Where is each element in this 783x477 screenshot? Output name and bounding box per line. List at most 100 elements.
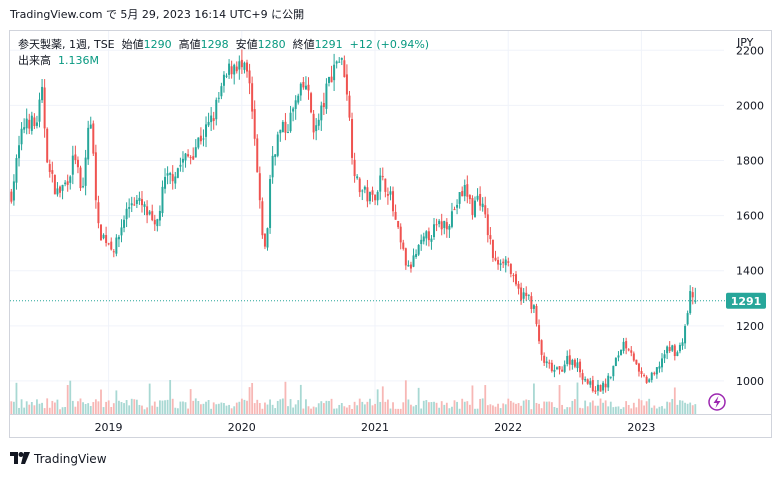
candle-body <box>251 83 254 112</box>
volume-bar <box>392 402 394 414</box>
volume-bar <box>609 401 612 414</box>
candle-body <box>348 95 351 118</box>
candle-body <box>220 86 223 97</box>
candle-body <box>51 170 54 174</box>
candle-body <box>225 75 228 77</box>
volume-bar <box>648 398 651 414</box>
volume-bar <box>522 400 525 414</box>
candle-body <box>535 305 538 325</box>
volume-bar <box>394 408 397 414</box>
candle-body <box>266 228 269 248</box>
candle-body <box>561 369 564 372</box>
volume-bar <box>379 401 382 414</box>
volume-bar <box>404 380 407 414</box>
volume-bar <box>156 406 159 414</box>
volume-bar <box>689 402 692 414</box>
volume-bar <box>322 403 325 414</box>
volume-bar <box>422 400 425 414</box>
volume-bar <box>187 408 189 414</box>
symbol-label[interactable]: 参天製薬, 1週, TSE <box>18 38 115 51</box>
volume-bar <box>463 401 466 414</box>
candle-body <box>579 361 582 373</box>
volume-bar <box>535 402 538 414</box>
volume-bar <box>527 400 530 414</box>
volume-bar <box>138 404 141 414</box>
volume-bar <box>471 385 474 414</box>
volume-bar <box>658 406 661 414</box>
volume-bar <box>363 404 366 414</box>
candle-body <box>340 58 343 60</box>
low-label: 安値 <box>235 38 258 51</box>
volume-bar <box>87 403 90 414</box>
candle-body <box>158 210 161 221</box>
candle-body <box>174 176 177 184</box>
volume-bar <box>71 400 74 414</box>
candle-body <box>199 135 202 142</box>
volume-legend: 出来高 1.136M <box>18 52 99 68</box>
volume-bar <box>681 400 684 414</box>
volume-bar <box>461 398 464 414</box>
candle-body <box>553 369 556 372</box>
volume-bar <box>384 401 387 414</box>
candle-body <box>558 366 561 370</box>
close-value: 1291 <box>314 38 343 51</box>
volume-bar <box>102 407 105 414</box>
volume-bar <box>199 404 202 414</box>
volume-bar <box>15 382 18 414</box>
volume-bar <box>171 398 174 414</box>
volume-bar <box>315 407 318 414</box>
volume-bar <box>550 402 553 414</box>
candle-body <box>440 221 443 230</box>
volume-bar <box>453 400 456 414</box>
volume-bar <box>92 402 95 414</box>
volume-bar <box>130 398 133 414</box>
candle-body <box>130 203 133 206</box>
candle-body <box>274 154 277 157</box>
volume-bar <box>210 408 213 414</box>
candle-body <box>376 191 379 201</box>
candle-body <box>548 362 551 364</box>
y-tick-label: 1800 <box>736 155 764 168</box>
volume-bar <box>348 405 351 414</box>
candle-body <box>330 76 333 83</box>
volume-bar <box>650 407 653 414</box>
candle-body <box>202 138 205 140</box>
volume-bar <box>494 406 497 414</box>
candle-body <box>33 117 36 127</box>
volume-bar <box>38 403 41 414</box>
volume-bar <box>312 406 315 414</box>
volume-bar <box>159 400 161 414</box>
candle-body <box>307 84 310 91</box>
candle-body <box>637 363 640 372</box>
candle-body <box>509 263 512 274</box>
candle-body <box>617 355 620 358</box>
volume-bar <box>691 405 694 414</box>
candle-body <box>671 345 674 351</box>
volume-label: 出来高 <box>18 54 51 67</box>
volume-bar <box>440 401 443 414</box>
volume-bar <box>12 401 15 414</box>
candle-body <box>133 204 136 206</box>
volume-bar <box>374 403 376 414</box>
volume-bar <box>69 380 72 414</box>
candle-body <box>540 340 543 355</box>
candle-body <box>71 155 74 175</box>
lightning-icon[interactable] <box>708 393 726 411</box>
volume-bar <box>279 399 282 414</box>
volume-bar <box>205 401 207 414</box>
candle-body <box>169 173 172 175</box>
volume-bar <box>289 399 292 414</box>
candle-body <box>358 178 361 193</box>
volume-bar <box>256 399 259 414</box>
volume-bar <box>589 402 592 414</box>
candle-body <box>433 224 436 238</box>
candle-body <box>82 186 85 188</box>
volume-bar <box>274 408 277 414</box>
volume-bar <box>381 386 384 414</box>
volume-bar <box>192 400 195 414</box>
volume-bar <box>135 399 138 414</box>
footer-brand[interactable]: TradingView <box>10 452 107 467</box>
candle-body <box>532 305 535 309</box>
candle-body <box>653 372 656 375</box>
